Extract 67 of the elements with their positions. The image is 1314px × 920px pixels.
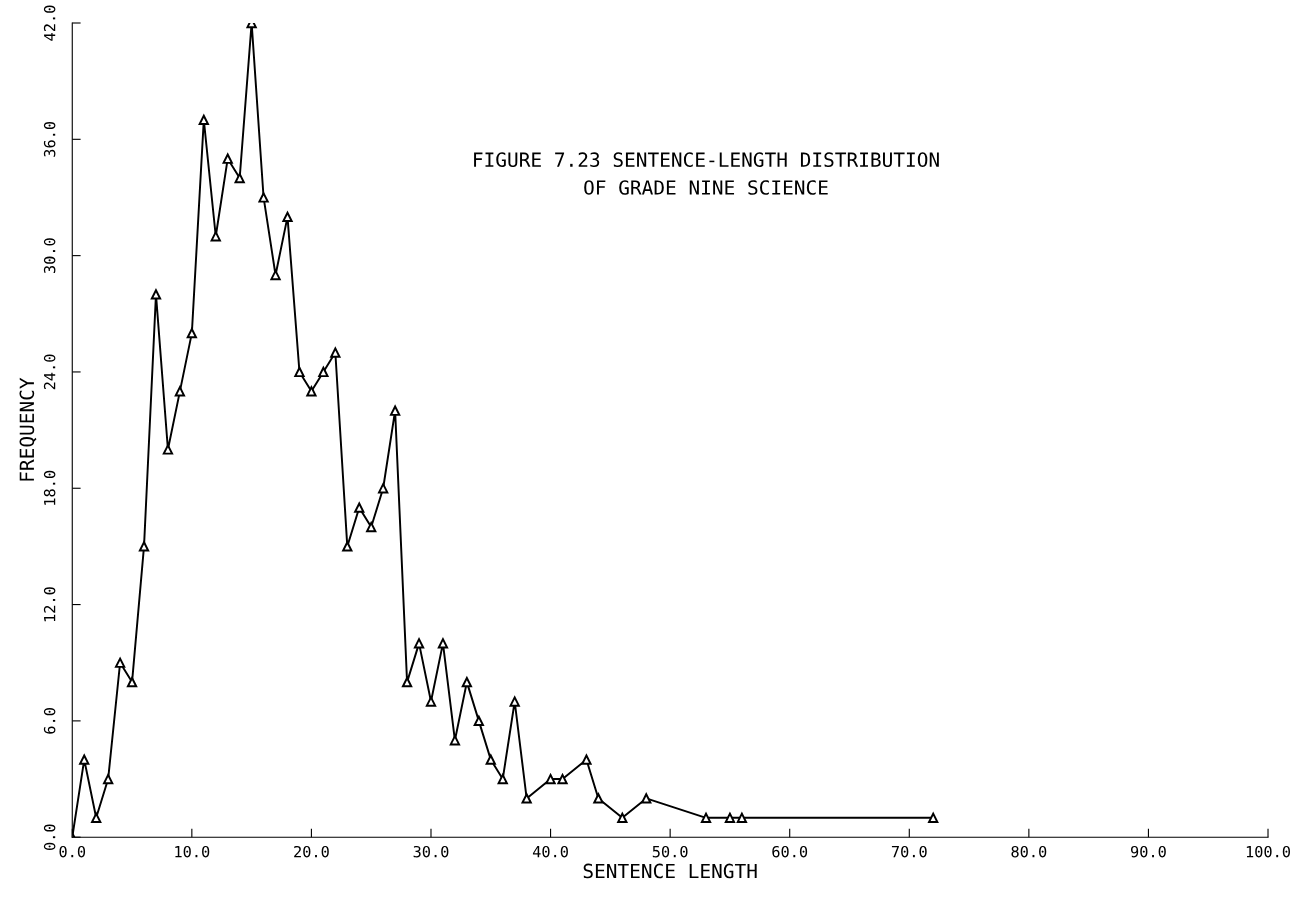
point [545,773,556,785]
y-tick-label: 24.0 [43,354,56,390]
point [617,812,628,823]
point [114,657,126,668]
point [150,289,162,300]
text: FIGURE 7.23 SENTENCE-LENGTH DISTRIBUTION OF GRADE NINE SCIENCE [474,152,939,195]
x-tick-label: 100.0 [1246,845,1291,858]
y-tick-label: 18.0 [43,470,56,505]
point [593,793,604,804]
point [509,696,520,707]
point [736,812,748,823]
point [437,638,449,649]
point [258,192,269,203]
point [461,676,472,688]
point [389,405,401,416]
y-tick-label: 12.0 [43,587,56,622]
x-axis-title: SENTENCE LENGTH [583,863,757,879]
point [91,812,102,823]
point [521,793,532,804]
x-tick-label: 60.0 [772,845,808,858]
point [103,773,114,785]
point [449,735,461,746]
x-tick-label: 90.0 [1130,845,1166,858]
y-tick-label: 36.0 [43,121,56,157]
point [700,812,712,823]
point [413,638,425,649]
point [270,269,281,281]
point [162,444,174,455]
y-tick-label: 42.0 [43,5,56,41]
point [234,172,245,184]
point [485,754,496,765]
point [342,541,353,552]
point [928,812,939,823]
point [138,541,150,552]
point [354,502,365,513]
x-tick-label: 50.0 [652,845,688,858]
point [210,231,221,242]
point [473,715,484,727]
x-tick-label: 40.0 [532,845,568,858]
point [174,386,186,397]
point [186,328,197,339]
x-tick-label: 0.0 [59,845,86,858]
y-axis-title: FREQUENCY [19,377,37,481]
point [198,114,209,126]
point [306,386,317,397]
point [641,793,652,804]
point [222,153,233,164]
x-tick-label: 70.0 [891,845,927,858]
y-tick-label: 6.0 [43,708,56,734]
point [557,773,568,785]
point [366,521,377,533]
point [294,366,305,378]
point [378,483,389,494]
x-tick-label: 10.0 [175,845,210,858]
point [497,773,508,785]
x-tick-label: 30.0 [413,845,449,858]
x-tick-label: 80.0 [1011,845,1047,858]
x-tick-label: 20.0 [294,845,329,858]
point [282,211,293,222]
point [79,754,90,765]
point [126,676,138,688]
point [425,696,437,707]
point [318,366,329,378]
point [724,812,736,823]
point [330,347,341,358]
point [581,754,592,765]
y-tick-label: 30.0 [43,238,56,273]
